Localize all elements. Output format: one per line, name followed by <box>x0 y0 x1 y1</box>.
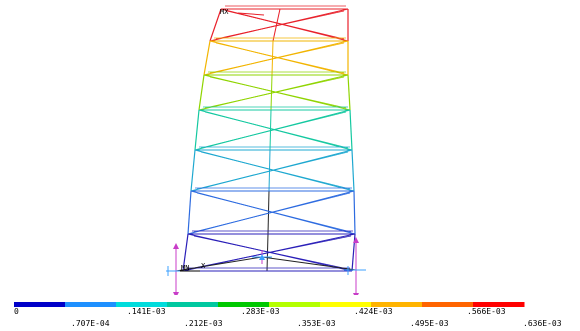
truss-member <box>209 76 347 109</box>
truss-member <box>203 40 211 76</box>
truss-member <box>272 8 281 42</box>
legend-label: .212E-03 <box>184 319 223 328</box>
truss-member <box>196 192 352 233</box>
contour-legend: 0 .141E-03 .283E-03 .424E-03 .566E-03 .7… <box>0 300 580 331</box>
legend-band <box>116 302 168 307</box>
min-marker: MN X <box>180 262 206 272</box>
legend-label: .495E-03 <box>410 319 449 328</box>
max-marker: MX <box>220 8 265 16</box>
truss-member <box>193 235 349 270</box>
truss-member <box>204 111 349 149</box>
legend-band <box>422 302 474 307</box>
truss-member <box>193 192 351 233</box>
min-marker-label: MN <box>181 264 189 272</box>
legend-label: .283E-03 <box>241 307 280 316</box>
truss-member <box>190 149 196 192</box>
truss-member <box>209 42 345 74</box>
legend-label: .636E-03 <box>523 319 562 328</box>
truss-member <box>271 40 274 76</box>
truss-member <box>215 10 345 40</box>
truss-members <box>175 5 357 272</box>
truss-member <box>200 111 347 149</box>
truss-member <box>187 190 192 235</box>
truss-member <box>196 151 349 190</box>
legend-label: .353E-03 <box>297 319 336 328</box>
truss-member <box>353 190 356 235</box>
legend-band <box>167 302 219 307</box>
legend-color-bands <box>14 302 525 307</box>
max-marker-label: MX <box>220 8 229 16</box>
legend-label: .424E-03 <box>354 307 393 316</box>
truss-member <box>209 8 222 42</box>
truss-member <box>198 74 205 111</box>
support-left <box>166 243 186 295</box>
truss-member <box>347 74 351 111</box>
truss-member <box>215 42 345 74</box>
legend-band <box>65 302 117 307</box>
support-center <box>252 250 272 264</box>
truss-member <box>351 149 355 192</box>
truss-member <box>261 256 357 271</box>
axis-x-label: X <box>201 262 206 270</box>
legend-band <box>218 302 270 307</box>
truss-member <box>194 109 200 151</box>
legend-label: .141E-03 <box>127 307 166 316</box>
legend-upper-labels: 0 .141E-03 .283E-03 .424E-03 .566E-03 <box>14 307 506 316</box>
legend-band <box>269 302 321 307</box>
legend-band <box>14 302 66 307</box>
truss-member <box>204 76 345 109</box>
truss-tower-plot: MX MN X <box>166 5 366 295</box>
truss-member <box>200 151 351 190</box>
contour-legend-bar: 0 .141E-03 .283E-03 .424E-03 .566E-03 .7… <box>14 302 562 328</box>
truss-member <box>226 10 345 40</box>
legend-band <box>320 302 372 307</box>
legend-lower-labels: .707E-04 .212E-03 .353E-03 .495E-03 .636… <box>71 319 562 328</box>
legend-label: 0 <box>14 307 19 316</box>
legend-label: .707E-04 <box>71 319 110 328</box>
legend-band <box>371 302 423 307</box>
graphics-viewport[interactable]: MX MN X <box>0 0 580 295</box>
truss-member <box>182 233 189 272</box>
truss-member <box>267 190 270 235</box>
support-right <box>344 237 366 295</box>
truss-member <box>351 233 356 272</box>
legend-band <box>473 302 525 307</box>
truss-member <box>349 109 353 151</box>
legend-label: .566E-03 <box>467 307 506 316</box>
truss-member <box>175 256 263 272</box>
